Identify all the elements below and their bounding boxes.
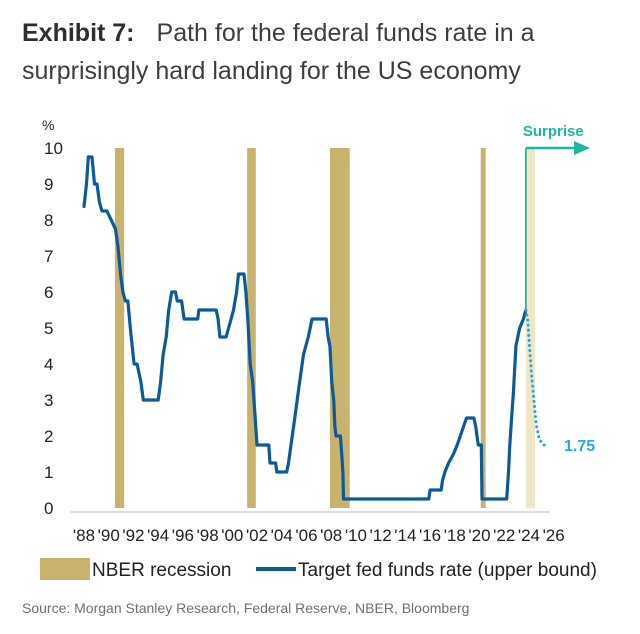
x-tick-label: '90 xyxy=(98,526,120,545)
x-tick-label: '94 xyxy=(147,526,169,545)
recession-band xyxy=(480,148,486,508)
title-line-2: surprisingly hard landing for the US eco… xyxy=(22,57,521,85)
recession-band xyxy=(247,148,256,508)
x-tick-label: '00 xyxy=(221,526,243,545)
scenario-band xyxy=(525,148,536,508)
x-tick-label: '20 xyxy=(468,526,490,545)
series-lines xyxy=(82,155,551,501)
x-tick-label: '14 xyxy=(394,526,416,545)
y-tick-label: 8 xyxy=(44,211,53,230)
x-tick-label: '26 xyxy=(543,526,565,545)
surprise-arrow-head xyxy=(574,141,590,155)
surprise-band xyxy=(525,148,536,508)
x-tick-label: '16 xyxy=(419,526,441,545)
surprise-path-line xyxy=(524,308,551,447)
x-tick-label: '88 xyxy=(73,526,95,545)
recession-band xyxy=(114,148,125,508)
recession-band xyxy=(329,148,350,508)
y-tick-label: 0 xyxy=(44,499,53,518)
y-tick-label: 2 xyxy=(44,427,53,446)
legend: NBER recession Target fed funds rate (upp… xyxy=(40,558,597,581)
y-tick-label: 4 xyxy=(44,355,53,374)
y-tick-label: 6 xyxy=(44,283,53,302)
x-tick-label: '96 xyxy=(172,526,194,545)
legend-line-label: Target fed funds rate (upper bound) xyxy=(298,560,597,581)
y-tick-label: 9 xyxy=(44,175,53,194)
x-tick-label: '06 xyxy=(295,526,317,545)
x-tick-label: '24 xyxy=(518,526,540,545)
y-tick-label: 10 xyxy=(44,139,63,158)
x-tick-label: '22 xyxy=(493,526,515,545)
surprise-label: Surprise xyxy=(523,123,584,140)
x-axis: '88'90'92'94'96'98'00'02'04'06'08'10'12 '… xyxy=(70,511,565,545)
x-tick-label: '04 xyxy=(271,526,293,545)
x-tick-label: '08 xyxy=(320,526,342,545)
source-note: Source: Morgan Stanley Research, Federal… xyxy=(22,600,470,616)
y-tick-label: 1 xyxy=(44,463,53,482)
y-tick-label: 5 xyxy=(44,319,53,338)
x-tick-label: '92 xyxy=(122,526,144,545)
x-tick-label: '18 xyxy=(444,526,466,545)
y-tick-label: 3 xyxy=(44,391,53,410)
y-axis: % 0 1 2 3 4 5 6 7 8 9 10 xyxy=(42,117,63,518)
y-tick-label: 7 xyxy=(44,247,53,266)
legend-recession-swatch xyxy=(40,558,90,580)
exhibit-title: Exhibit 7: Path for the federal funds rat… xyxy=(22,14,622,90)
x-tick-label: '10 xyxy=(345,526,367,545)
legend-recession-label: NBER recession xyxy=(92,560,231,581)
annotations: Surprise 1.75 xyxy=(523,123,595,455)
x-tick-label: '02 xyxy=(246,526,268,545)
recession-bands xyxy=(114,148,486,508)
exhibit-number: Exhibit 7: xyxy=(22,19,135,47)
end-value-label: 1.75 xyxy=(564,438,595,455)
y-axis-unit: % xyxy=(42,117,54,133)
title-line-1: Path for the federal funds rate in a xyxy=(156,19,535,47)
fed-funds-line xyxy=(82,155,528,501)
x-tick-label: '12 xyxy=(370,526,392,545)
x-tick-label: '98 xyxy=(197,526,219,545)
